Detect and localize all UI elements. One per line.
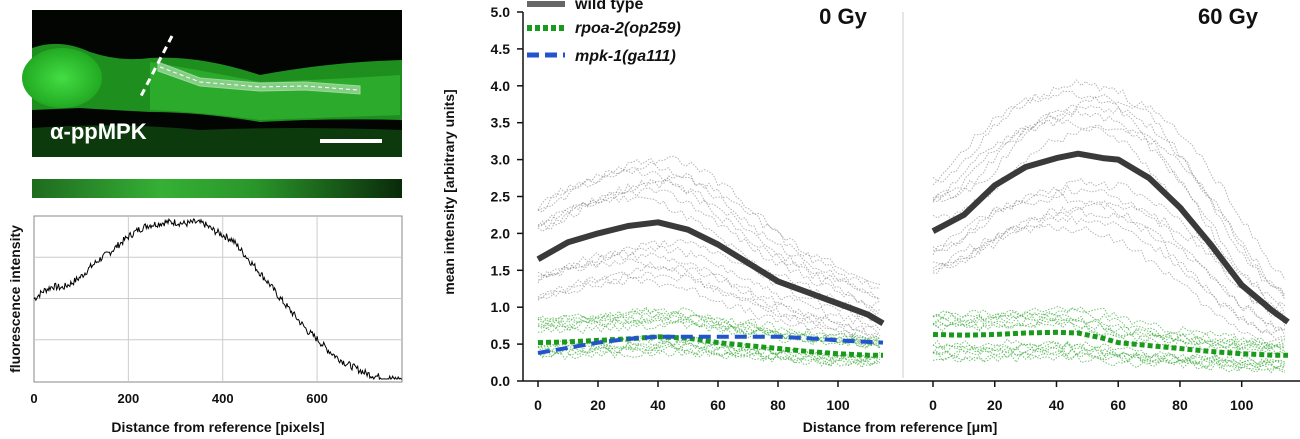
main-y-tick-label: 0.0 (491, 373, 511, 389)
individual-trace (932, 350, 1286, 372)
individual-trace (932, 108, 1286, 314)
individual-trace (932, 90, 1286, 310)
individual-trace (537, 178, 881, 300)
individual-trace (537, 187, 881, 312)
individual-trace (537, 314, 881, 349)
legend-label-mpk-1: mpk-1(ga111) (575, 48, 676, 65)
main-y-tick-label: 1.0 (491, 299, 511, 315)
main-y-tick-label: 3.5 (491, 115, 511, 131)
individual-trace (932, 347, 1286, 370)
mean-line-mpk-1-ga111-panel-0gy (537, 334, 884, 355)
main-y-tick-label: 4.0 (491, 78, 511, 94)
individual-trace (932, 312, 1286, 353)
individual-trace (932, 192, 1285, 335)
main-x-tick-label: 100 (1230, 397, 1254, 413)
individual-trace (537, 315, 881, 349)
individual-trace (537, 251, 881, 337)
individual-trace (932, 312, 1286, 349)
main-x-tick-label: 40 (1049, 397, 1065, 413)
individual-trace (932, 346, 1286, 370)
individual-trace (932, 342, 1286, 367)
main-y-axis-label: mean intensity [arbitrary units] (441, 89, 457, 294)
individual-trace (537, 343, 881, 367)
individual-trace (537, 337, 881, 362)
main-chart: 0.0 0.5 1.0 1.5 2.0 2.5 3.0 3.5 4.0 4.5 5.0 0 20 40 6… (491, 4, 1300, 413)
individual-trace (537, 239, 881, 323)
main-x-tick-label: 20 (987, 397, 1003, 413)
profile-x-axis-label: Distance from reference [pixels] (111, 419, 324, 435)
individual-trace (932, 124, 1286, 296)
main-x-tick-label: 0 (929, 397, 937, 413)
profile-y-axis-label: fluorescence intensity (7, 225, 23, 373)
panel-title-0gy: 0 Gy (819, 4, 867, 29)
main-y-tick-label: 2.5 (491, 189, 511, 205)
individual-trace (537, 167, 881, 309)
individual-trace (537, 161, 881, 299)
legend-label-wild-type: wild type (574, 0, 644, 13)
profile-x-tick-label: 0 (30, 391, 37, 406)
legend-label-rpoa-2: rpoa-2(op259) (575, 20, 681, 37)
individual-trace (932, 96, 1286, 280)
individual-trace (537, 155, 881, 285)
main-y-tick-label: 0.5 (491, 336, 511, 352)
individual-trace (537, 264, 881, 335)
individual-trace (537, 175, 881, 289)
individual-trace (537, 310, 881, 347)
individual-trace (932, 308, 1286, 349)
individual-trace (537, 271, 881, 344)
individual-trace (932, 184, 1286, 336)
main-y-tick-label: 4.5 (491, 41, 511, 57)
individual-trace (932, 207, 1286, 332)
main-x-axis-label: Distance from reference [μm] (803, 419, 998, 435)
profile-x-tick-label: 400 (212, 391, 234, 406)
main-x-tick-label: 100 (826, 397, 850, 413)
main-x-tick-label: 0 (534, 397, 542, 413)
legend: wild type rpoa-2(op259) mpk-1(ga111) (527, 0, 681, 65)
main-x-tick-label: 40 (650, 397, 666, 413)
individual-trace (537, 310, 881, 346)
individual-trace (537, 307, 881, 345)
micrograph-image (22, 10, 402, 157)
main-y-tick-label: 2.0 (491, 225, 511, 241)
individual-trace (537, 341, 881, 363)
individual-trace (932, 118, 1286, 316)
main-x-tick-label: 80 (1172, 397, 1188, 413)
individual-trace (537, 318, 881, 349)
individual-trace (932, 178, 1286, 327)
mean-line-wild-type-panel-0gy (536, 219, 885, 326)
individual-trace (932, 353, 1286, 374)
individual-trace (932, 105, 1286, 298)
individual-trace (932, 340, 1286, 366)
main-x-tick-label: 60 (1110, 397, 1126, 413)
main-x-tick-label: 80 (770, 397, 786, 413)
micrograph-label: α-ppMPK (50, 119, 147, 144)
individual-trace (537, 246, 881, 331)
individual-trace (932, 338, 1286, 365)
main-y-tick-label: 3.0 (491, 152, 511, 168)
main-y-tick-label: 5.0 (491, 4, 511, 20)
individual-trace (932, 201, 1286, 319)
individual-trace (932, 223, 1285, 345)
profile-x-tick-label: 200 (118, 391, 140, 406)
straightened-strip (32, 179, 402, 198)
main-y-tick-label: 1.5 (491, 262, 511, 278)
individual-trace (932, 317, 1286, 355)
profile-intensity-line (33, 217, 402, 381)
main-x-tick-label: 60 (710, 397, 726, 413)
individual-trace (932, 305, 1286, 347)
profile-plot (33, 215, 403, 383)
individual-trace (537, 194, 881, 319)
individual-trace (932, 79, 1286, 301)
mean-line-rpoa-2-op259-panel-0gy (537, 334, 883, 358)
main-x-tick-label: 20 (590, 397, 606, 413)
profile-x-tick-label: 600 (306, 391, 328, 406)
panel-title-60gy: 60 Gy (1198, 4, 1259, 29)
individual-traces (537, 79, 1286, 374)
individual-trace (537, 276, 881, 348)
mean-line-wild-type-panel-60gy (931, 150, 1290, 325)
individual-trace (537, 258, 881, 342)
mean-line-rpoa-2-op259-panel-60gy (932, 329, 1288, 358)
individual-trace (932, 320, 1286, 354)
